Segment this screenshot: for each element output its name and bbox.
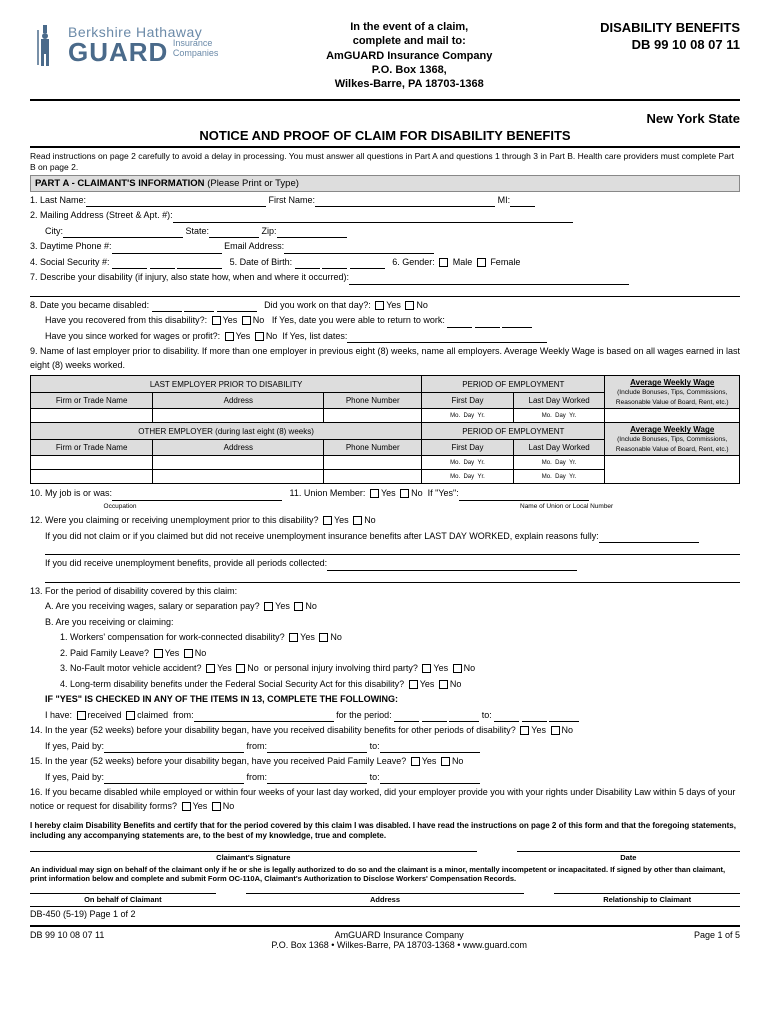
q13a-no[interactable] [294,602,303,611]
q15-paid: If yes, Paid by: from: to: [45,771,740,785]
q13b4: 4. Long-term disability benefits under t… [60,678,740,692]
form-title: NOTICE AND PROOF OF CLAIM FOR DISABILITY… [30,128,740,148]
union-yes-checkbox[interactable] [370,489,379,498]
recovered-no-checkbox[interactable] [242,316,251,325]
q7-row: 7. Describe your disability (if injury, … [30,271,740,285]
received-checkbox[interactable] [77,711,86,720]
gender-male-checkbox[interactable] [439,258,448,267]
q2-row: 2. Mailing Address (Street & Apt. #): [30,209,740,223]
part-a-header: PART A - CLAIMANT'S INFORMATION (Please … [30,175,740,192]
q13a-row: A. Are you receiving wages, salary or se… [45,600,740,614]
q13-ifyes: IF "YES" IS CHECKED IN ANY OF THE ITEMS … [45,693,740,707]
form-id: DB-450 (5-19) Page 1 of 2 [30,906,740,919]
relationship-line[interactable]: Relationship to Claimant [554,893,740,904]
q14-paid: If yes, Paid by: from: to: [45,740,740,754]
q13-ihave: I have: received claimed from: for the p… [45,709,740,723]
date-line[interactable]: Date [517,851,740,862]
q12c-row: If you did receive unemployment benefits… [45,557,740,571]
q8-recovered-row: Have you recovered from this disability?… [45,314,740,328]
q14-row: 14. In the year (52 weeks) before your d… [30,724,740,738]
q8-row: 8. Date you became disabled: Did you wor… [30,299,740,313]
q13b-row: B. Are you receiving or claiming: [45,616,740,630]
q13b1: 1. Workers' compensation for work-connec… [60,631,740,645]
q3-row: 3. Daytime Phone #: Email Address: [30,240,740,254]
q12-yes-checkbox[interactable] [323,516,332,525]
soldier-icon [30,20,60,70]
footer-right: Page 1 of 5 [694,930,740,950]
q13b2: 2. Paid Family Leave? Yes No [60,647,740,661]
q1-row: 1. Last Name: First Name: MI: [30,194,740,208]
work-yes-checkbox[interactable] [375,301,384,310]
work-no-checkbox[interactable] [405,301,414,310]
page-footer: DB 99 10 08 07 11 AmGUARD Insurance Comp… [30,925,740,950]
gender-female-checkbox[interactable] [477,258,486,267]
recovered-yes-checkbox[interactable] [212,316,221,325]
on-behalf-line[interactable]: On behalf of Claimant [30,893,216,904]
claimed-checkbox[interactable] [126,711,135,720]
signature-row-1: Claimant's Signature Date [30,851,740,862]
footer-center: AmGUARD Insurance Company P.O. Box 1368 … [104,930,694,950]
claimant-signature-line[interactable]: Claimant's Signature [30,851,477,862]
q13b3: 3. No-Fault motor vehicle accident? Yes … [60,662,740,676]
signature-row-2: On behalf of Claimant Address Relationsh… [30,893,740,904]
page-header: Berkshire Hathaway GUARD InsuranceCompan… [30,20,740,101]
union-no-checkbox[interactable] [400,489,409,498]
header-form-code: DISABILITY BENEFITS DB 99 10 08 07 11 [600,20,740,54]
footer-left: DB 99 10 08 07 11 [30,930,104,950]
q9-row: 9. Name of last employer prior to disabi… [30,345,740,372]
q12-row: 12. Were you claiming or receiving unemp… [30,514,740,528]
q12b-row: If you did not claim or if you claimed b… [45,530,740,544]
q13a-yes[interactable] [264,602,273,611]
q15-row: 15. In the year (52 weeks) before your d… [30,755,740,769]
since-yes-checkbox[interactable] [225,332,234,341]
signature-footnote: An individual may sign on behalf of the … [30,865,740,883]
q16-row: 16. If you became disabled while employe… [30,786,740,813]
q4-row: 4. Social Security #: 5. Date of Birth: … [30,256,740,270]
q2-city-row: City: State: Zip: [45,225,740,239]
header-mailing-info: In the event of a claim, complete and ma… [233,20,585,91]
state-header: New York State [30,111,740,126]
instructions: Read instructions on page 2 carefully to… [30,151,740,171]
since-no-checkbox[interactable] [255,332,264,341]
logo-subtitle: InsuranceCompanies [173,39,219,59]
q8-since-row: Have you since worked for wages or profi… [45,330,740,344]
logo-block: Berkshire Hathaway GUARD InsuranceCompan… [30,20,218,70]
address-line[interactable]: Address [246,893,525,904]
q13-row: 13. For the period of disability covered… [30,585,740,599]
certification-text: I hereby claim Disability Benefits and c… [30,821,740,840]
logo-guard: GUARD [68,37,168,67]
last-employer-table: LAST EMPLOYER PRIOR TO DISABILITY PERIOD… [30,375,740,484]
q12-no-checkbox[interactable] [353,516,362,525]
